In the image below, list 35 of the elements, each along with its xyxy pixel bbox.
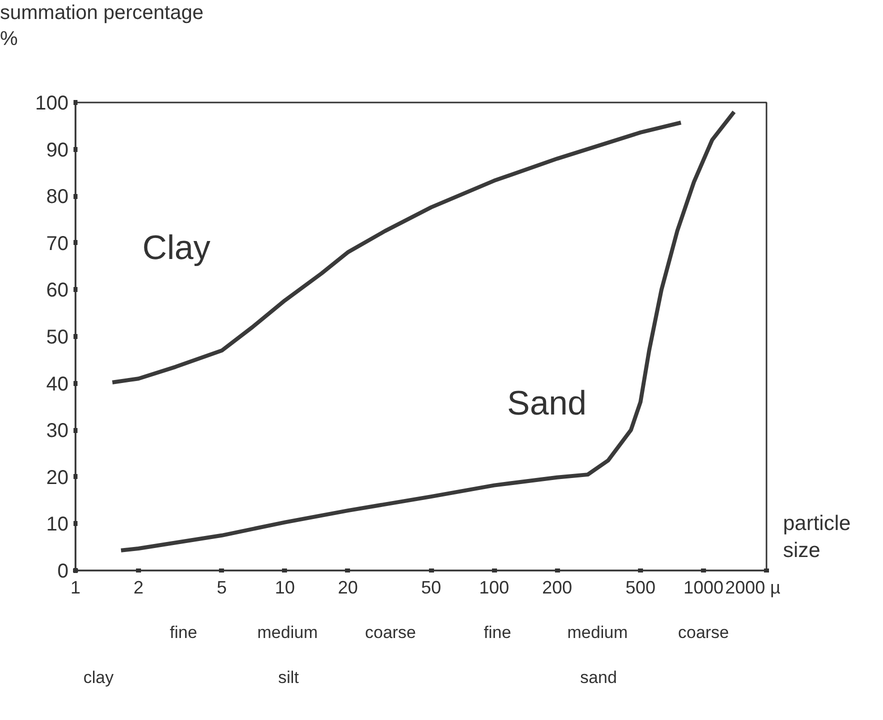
- y-tick-label: 20: [46, 466, 69, 489]
- x-tick-label: 50: [421, 578, 442, 598]
- x-tick-label: 5: [216, 578, 227, 598]
- y-tick-label: 50: [46, 326, 69, 348]
- text: fine: [170, 623, 198, 642]
- x-tick-label: 2: [134, 578, 144, 598]
- x-tick-label: 1: [70, 578, 81, 598]
- text: medium: [257, 623, 318, 642]
- x-tick-label: 200: [542, 578, 572, 598]
- y-tick-label: 10: [46, 514, 69, 536]
- y-tick-label: 0: [57, 560, 68, 582]
- y-tick-label: 70: [46, 232, 69, 255]
- x-tick-label: 10: [274, 578, 295, 598]
- x-axis-title: particle size: [783, 511, 851, 564]
- y-tick-label: 90: [46, 139, 69, 162]
- x-tick-label: 500: [625, 578, 656, 598]
- y-axis-title: summation percentage %: [0, 1, 204, 52]
- text: fine: [484, 623, 512, 642]
- text: silt: [278, 668, 300, 687]
- text: sand: [580, 668, 617, 687]
- y-tick-label: 80: [46, 186, 69, 208]
- y-tick-label: 40: [46, 373, 69, 396]
- x-tick-label: 20: [338, 578, 358, 598]
- text: medium: [567, 623, 628, 642]
- x-tick-label: 100: [479, 578, 510, 598]
- x-tick-label: 2000 µ: [725, 578, 781, 598]
- text: coarse: [364, 623, 416, 642]
- y-tick-label: 60: [46, 280, 69, 302]
- y-tick-label: 30: [46, 420, 69, 442]
- y-tick-label: 100: [35, 92, 69, 114]
- text: Clay: [142, 229, 210, 268]
- text: coarse: [678, 623, 730, 642]
- text: clay: [83, 668, 114, 687]
- series-label: Sand: [507, 384, 587, 422]
- x-tick-label: 1000: [683, 578, 724, 598]
